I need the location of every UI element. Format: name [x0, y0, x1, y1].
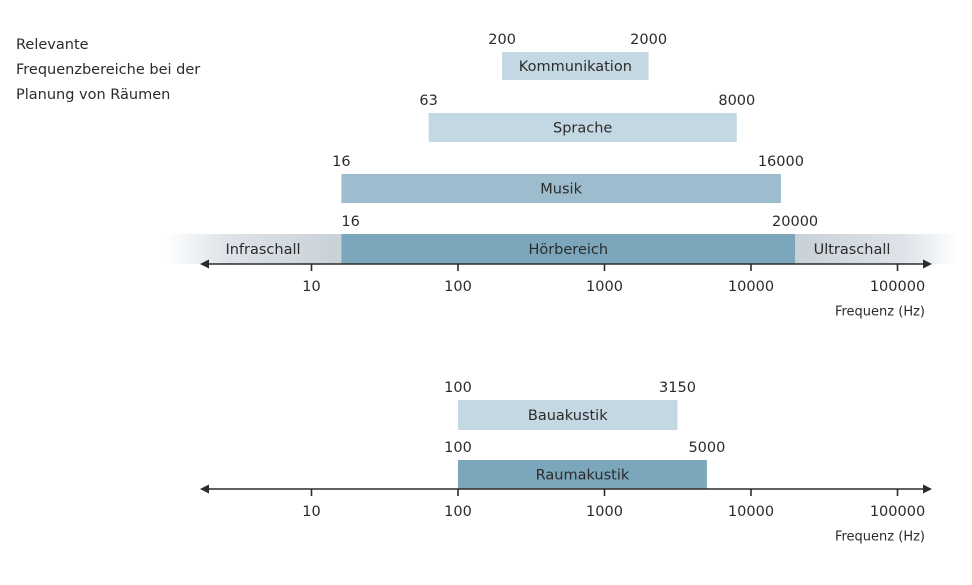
- range-end-label: 20000: [772, 214, 818, 230]
- range-end-label: 3150: [659, 380, 696, 396]
- axis-right-arrow: [923, 259, 932, 269]
- range-start-label: 16: [341, 214, 359, 230]
- range-end-label: 8000: [718, 93, 755, 109]
- range-bar-label: Sprache: [553, 121, 612, 137]
- x-tick-label: 1000: [586, 279, 623, 295]
- range-bar: [458, 400, 678, 430]
- range-bar: [341, 234, 796, 264]
- x-axis-label: Frequenz (Hz): [835, 305, 925, 320]
- range-start-label: 200: [488, 32, 516, 48]
- ultraschall-label: Ultraschall: [814, 242, 891, 258]
- range-end-label: 16000: [758, 154, 804, 170]
- range-start-label: 100: [444, 380, 472, 396]
- x-tick-label: 1000: [586, 504, 623, 520]
- range-end-label: 5000: [688, 440, 725, 456]
- axis-left-arrow: [200, 484, 209, 494]
- range-bar: [458, 460, 707, 489]
- range-bar-label: Raumakustik: [536, 468, 630, 484]
- range-start-label: 63: [419, 93, 437, 109]
- range-bar-label: Bauakustik: [528, 408, 608, 424]
- title-line-2: Frequenzbereiche bei der: [16, 62, 201, 78]
- range-bar: [428, 113, 737, 142]
- x-tick-label: 10: [302, 504, 320, 520]
- range-end-label: 2000: [630, 32, 667, 48]
- x-axis-label: Frequenz (Hz): [835, 530, 925, 545]
- x-tick-label: 100000: [870, 504, 925, 520]
- range-start-label: 16: [332, 154, 350, 170]
- x-tick-label: 100000: [870, 279, 925, 295]
- x-tick-label: 100: [444, 504, 472, 520]
- range-bar: [502, 52, 649, 80]
- x-tick-label: 100: [444, 279, 472, 295]
- infraschall-label: Infraschall: [225, 242, 300, 258]
- ultraschall-region: [795, 234, 960, 264]
- infraschall-region: [165, 234, 342, 264]
- x-tick-label: 10000: [728, 279, 774, 295]
- title-line-1: Relevante: [16, 37, 89, 53]
- chart-title: Relevante Frequenzbereiche bei der Planu…: [16, 33, 200, 108]
- x-tick-label: 10: [302, 279, 320, 295]
- axis-right-arrow: [923, 484, 932, 494]
- range-bar-label: Hörbereich: [528, 242, 608, 258]
- x-tick-label: 10000: [728, 504, 774, 520]
- axis-left-arrow: [200, 259, 209, 269]
- range-bar-label: Kommunikation: [519, 59, 632, 75]
- title-line-3: Planung von Räumen: [16, 87, 171, 103]
- range-start-label: 100: [444, 440, 472, 456]
- range-bar: [341, 174, 781, 203]
- range-bar-label: Musik: [540, 182, 582, 198]
